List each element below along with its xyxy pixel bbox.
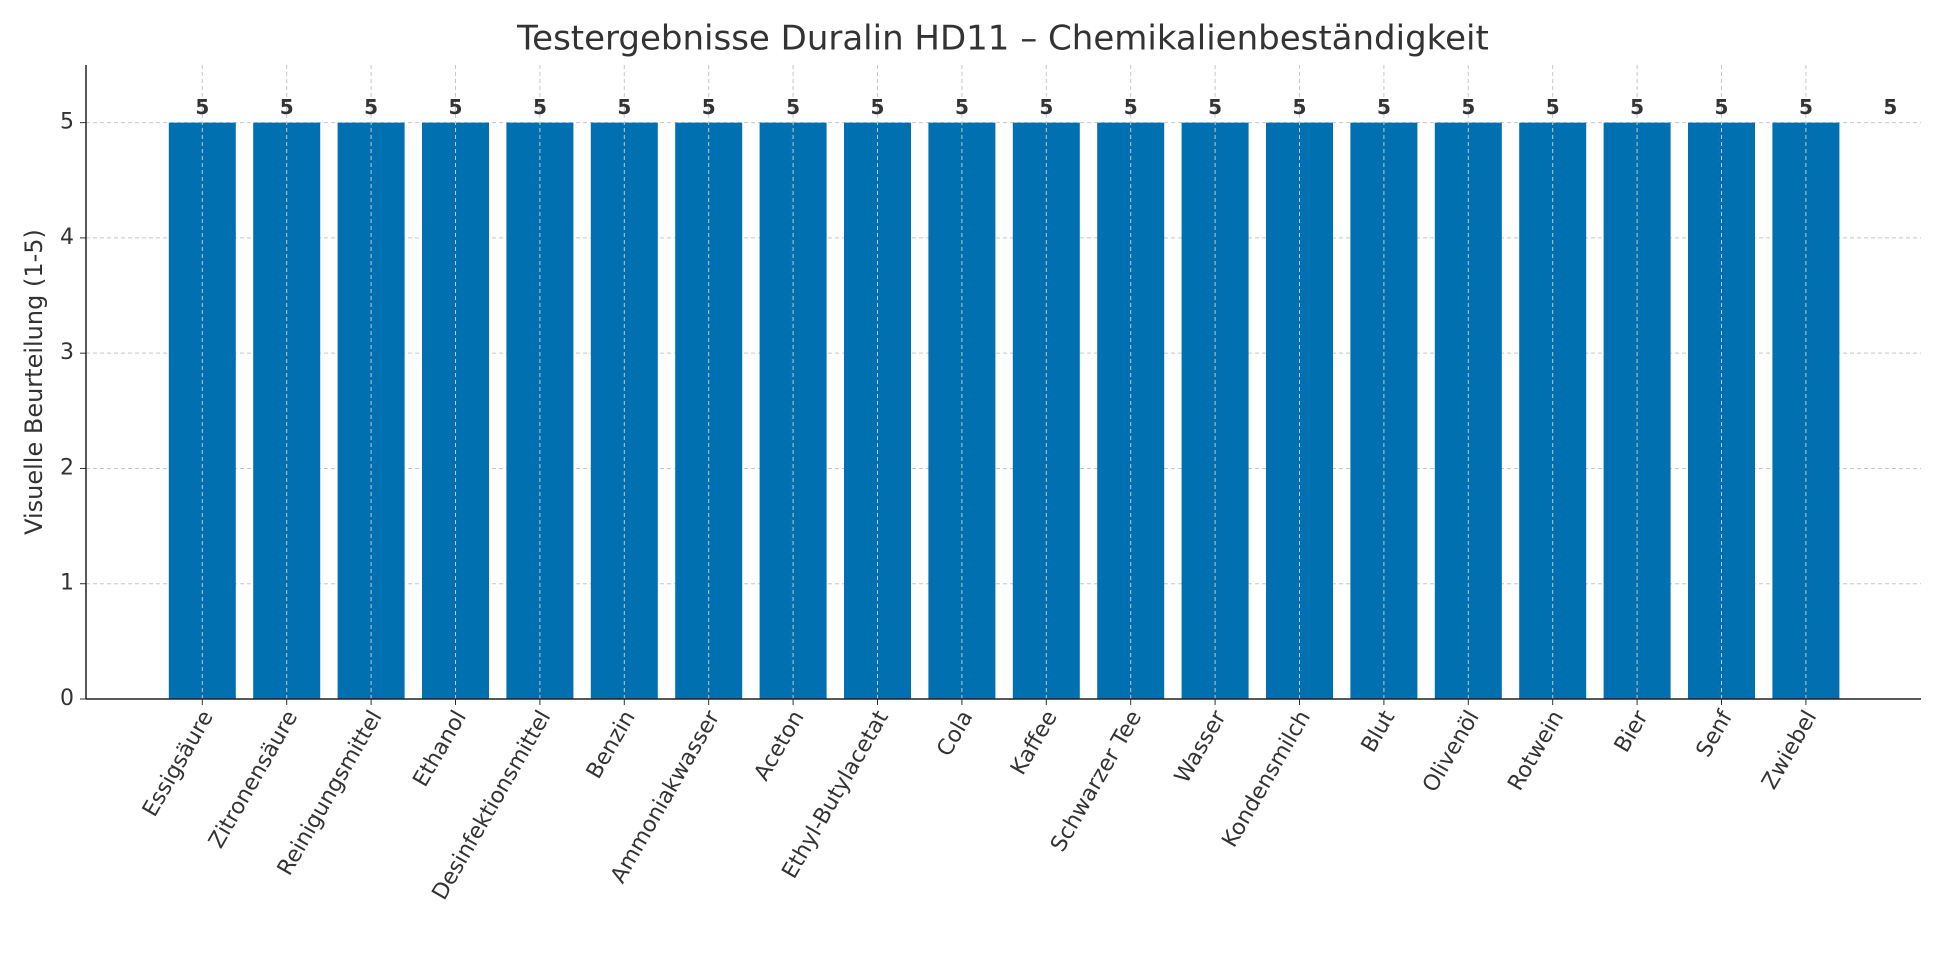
value-label: 5 bbox=[702, 95, 716, 119]
value-label: 5 bbox=[1124, 95, 1138, 119]
x-tick-label: Wasser bbox=[1170, 706, 1232, 788]
x-tick-label: Essigsäure bbox=[138, 707, 219, 822]
x-tick-label: Ethanol bbox=[409, 707, 472, 792]
value-label: 5 bbox=[1377, 95, 1391, 119]
value-label: 5 bbox=[1461, 95, 1475, 119]
chart-title: Testergebnisse Duralin HD11 – Chemikalie… bbox=[516, 19, 1489, 59]
x-tick-label: Bier bbox=[1610, 706, 1654, 757]
value-label: 5 bbox=[1715, 95, 1729, 119]
x-tick-label: Zitronensäure bbox=[204, 707, 303, 853]
x-tick-label: Kaffee bbox=[1006, 707, 1063, 780]
value-label: 5 bbox=[617, 95, 631, 119]
value-label: 5 bbox=[1883, 95, 1897, 119]
value-label: 5 bbox=[1630, 95, 1644, 119]
value-label: 5 bbox=[1208, 95, 1222, 119]
x-tick-label: Aceton bbox=[750, 707, 810, 786]
x-tick-label: Rotwein bbox=[1503, 707, 1569, 796]
x-tick-label: Kondensmilch bbox=[1218, 707, 1316, 852]
value-label: 5 bbox=[1799, 95, 1813, 119]
y-tick-label: 1 bbox=[60, 571, 74, 596]
x-tick-label: Senf bbox=[1692, 705, 1739, 761]
value-label: 5 bbox=[786, 95, 800, 119]
value-label: 5 bbox=[1546, 95, 1560, 119]
value-label: 5 bbox=[195, 95, 209, 119]
value-label: 5 bbox=[533, 95, 547, 119]
value-label: 5 bbox=[1293, 95, 1307, 119]
x-tick-label: Benzin bbox=[582, 707, 641, 784]
value-label: 5 bbox=[871, 95, 885, 119]
x-tick-label: Cola bbox=[932, 707, 978, 761]
y-tick-label: 2 bbox=[60, 455, 74, 480]
value-label: 5 bbox=[449, 95, 463, 119]
y-axis-label: Visuelle Beurteilung (1-5) bbox=[20, 229, 48, 535]
value-label: 5 bbox=[364, 95, 378, 119]
y-tick-label: 0 bbox=[60, 686, 74, 711]
x-tick-label: Blut bbox=[1357, 706, 1401, 757]
value-label: 5 bbox=[280, 95, 294, 119]
x-tick-label: Olivenöl bbox=[1418, 707, 1484, 797]
y-tick-label: 3 bbox=[60, 340, 74, 365]
y-tick-label: 5 bbox=[60, 110, 74, 135]
value-label: 5 bbox=[955, 95, 969, 119]
value-label: 5 bbox=[1039, 95, 1053, 119]
y-tick-label: 4 bbox=[60, 225, 74, 250]
bars bbox=[168, 122, 1840, 700]
x-tick-label: Zwiebel bbox=[1757, 707, 1822, 794]
x-tick-label: Schwarzer Tee bbox=[1046, 707, 1147, 857]
